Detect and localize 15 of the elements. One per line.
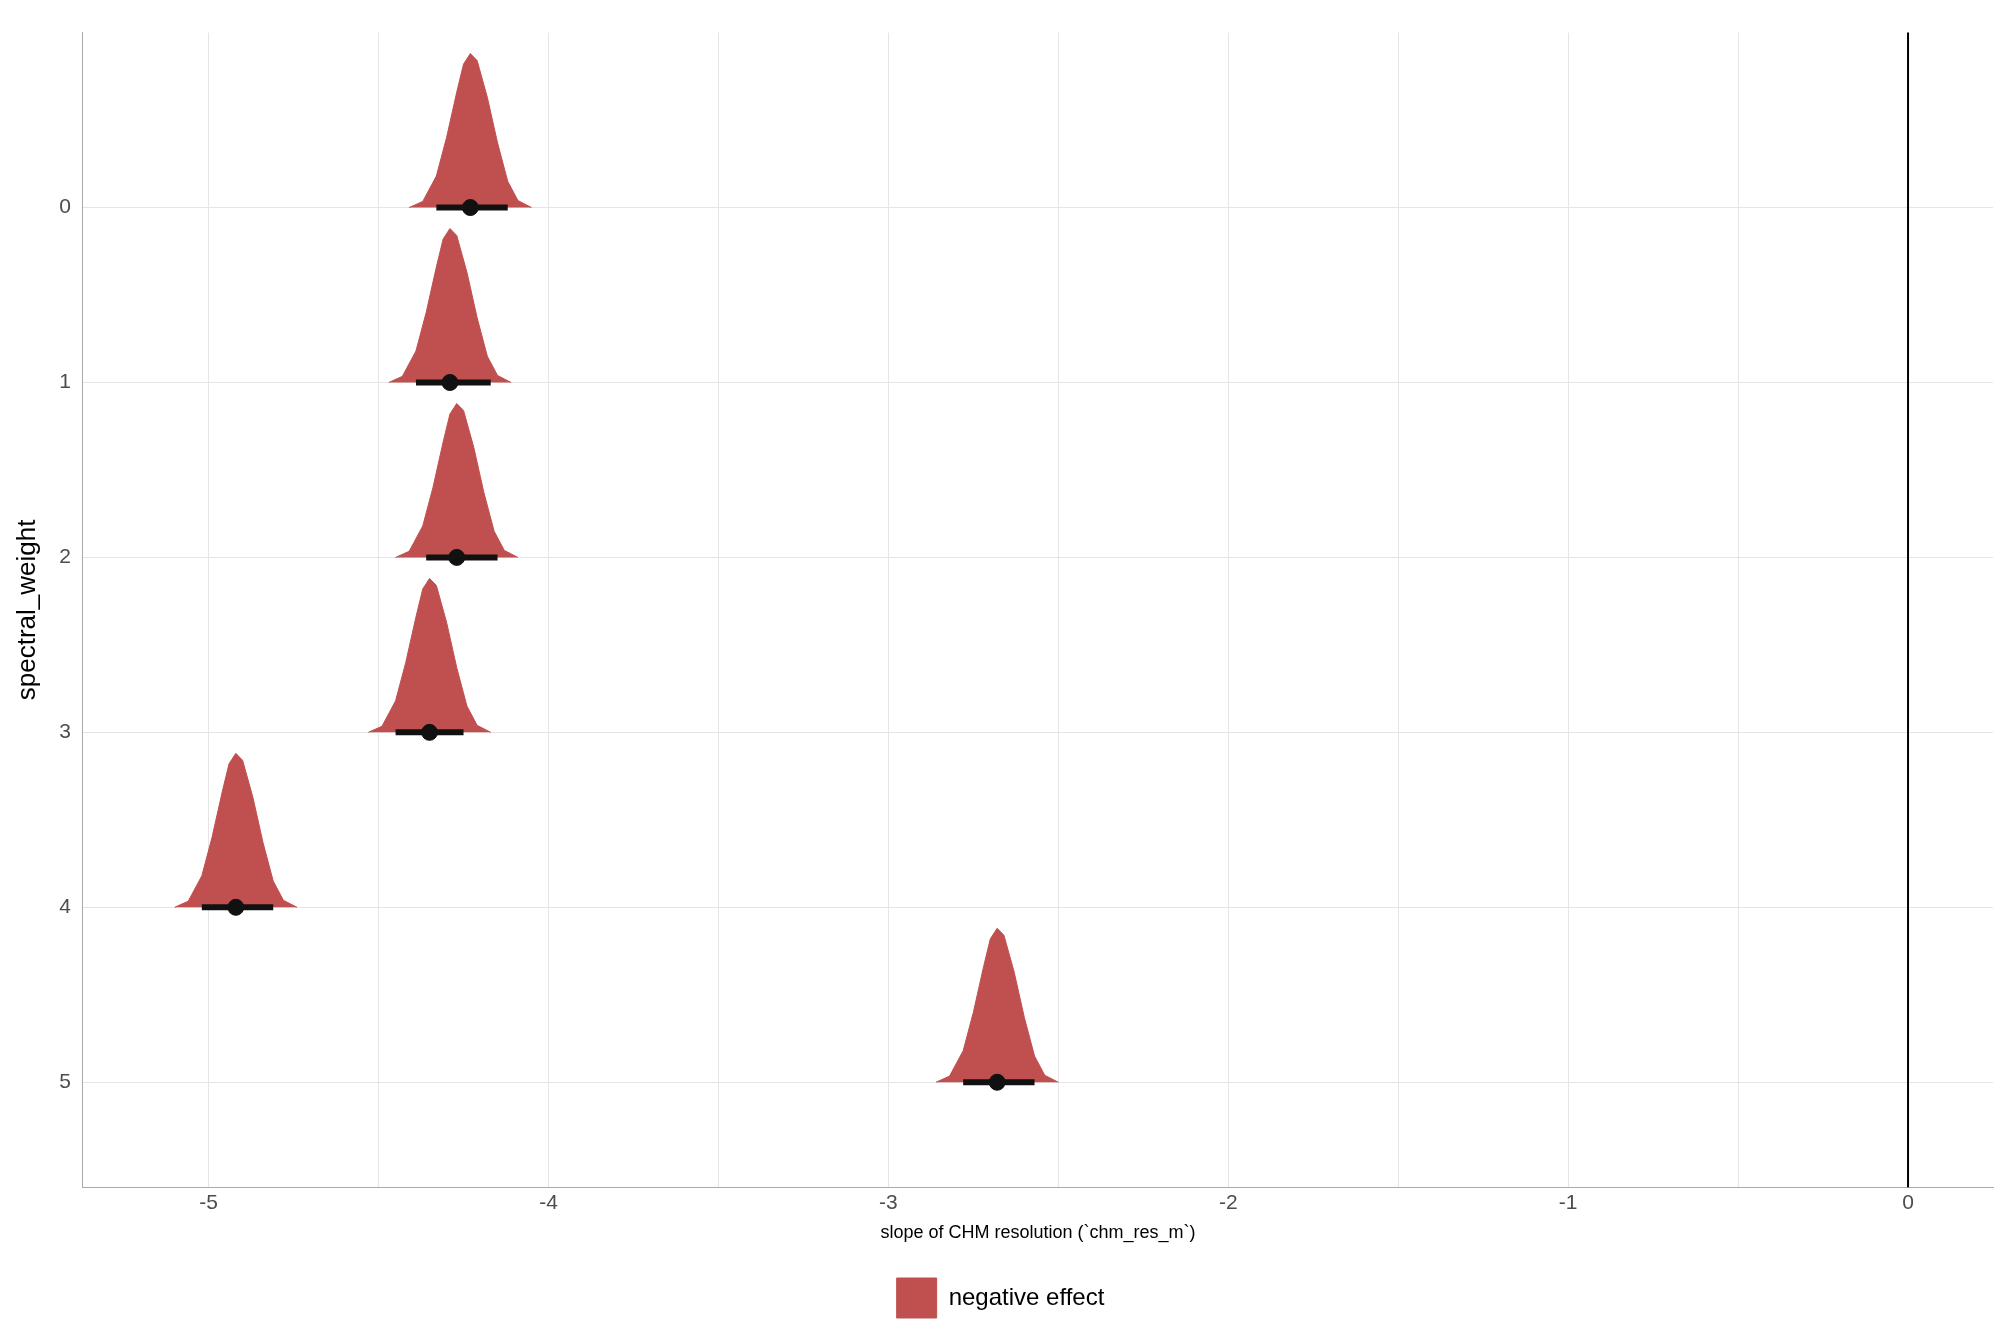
y-tick-label: 3 xyxy=(59,719,71,743)
y-tick-label: 2 xyxy=(59,544,71,568)
x-tick-label: -2 xyxy=(1218,1189,1238,1213)
x-tick-label: -1 xyxy=(1558,1189,1578,1213)
y-tick-label: 5 xyxy=(59,1069,71,1093)
legend-label: negative effect xyxy=(948,1282,1105,1310)
x-tick-label: 0 xyxy=(1902,1189,1914,1213)
x-tick-label: -5 xyxy=(199,1189,218,1213)
x-tick-label: -3 xyxy=(879,1189,898,1213)
x-tick-label: -4 xyxy=(539,1189,559,1213)
y-tick-label: 1 xyxy=(59,369,71,393)
y-axis-title: spectral_weight xyxy=(10,518,41,701)
y-tick-label: 0 xyxy=(59,194,71,218)
x-axis-title: slope of CHM resolution (`chm_res_m`) xyxy=(880,1222,1196,1244)
y-tick-label: 4 xyxy=(59,894,72,918)
